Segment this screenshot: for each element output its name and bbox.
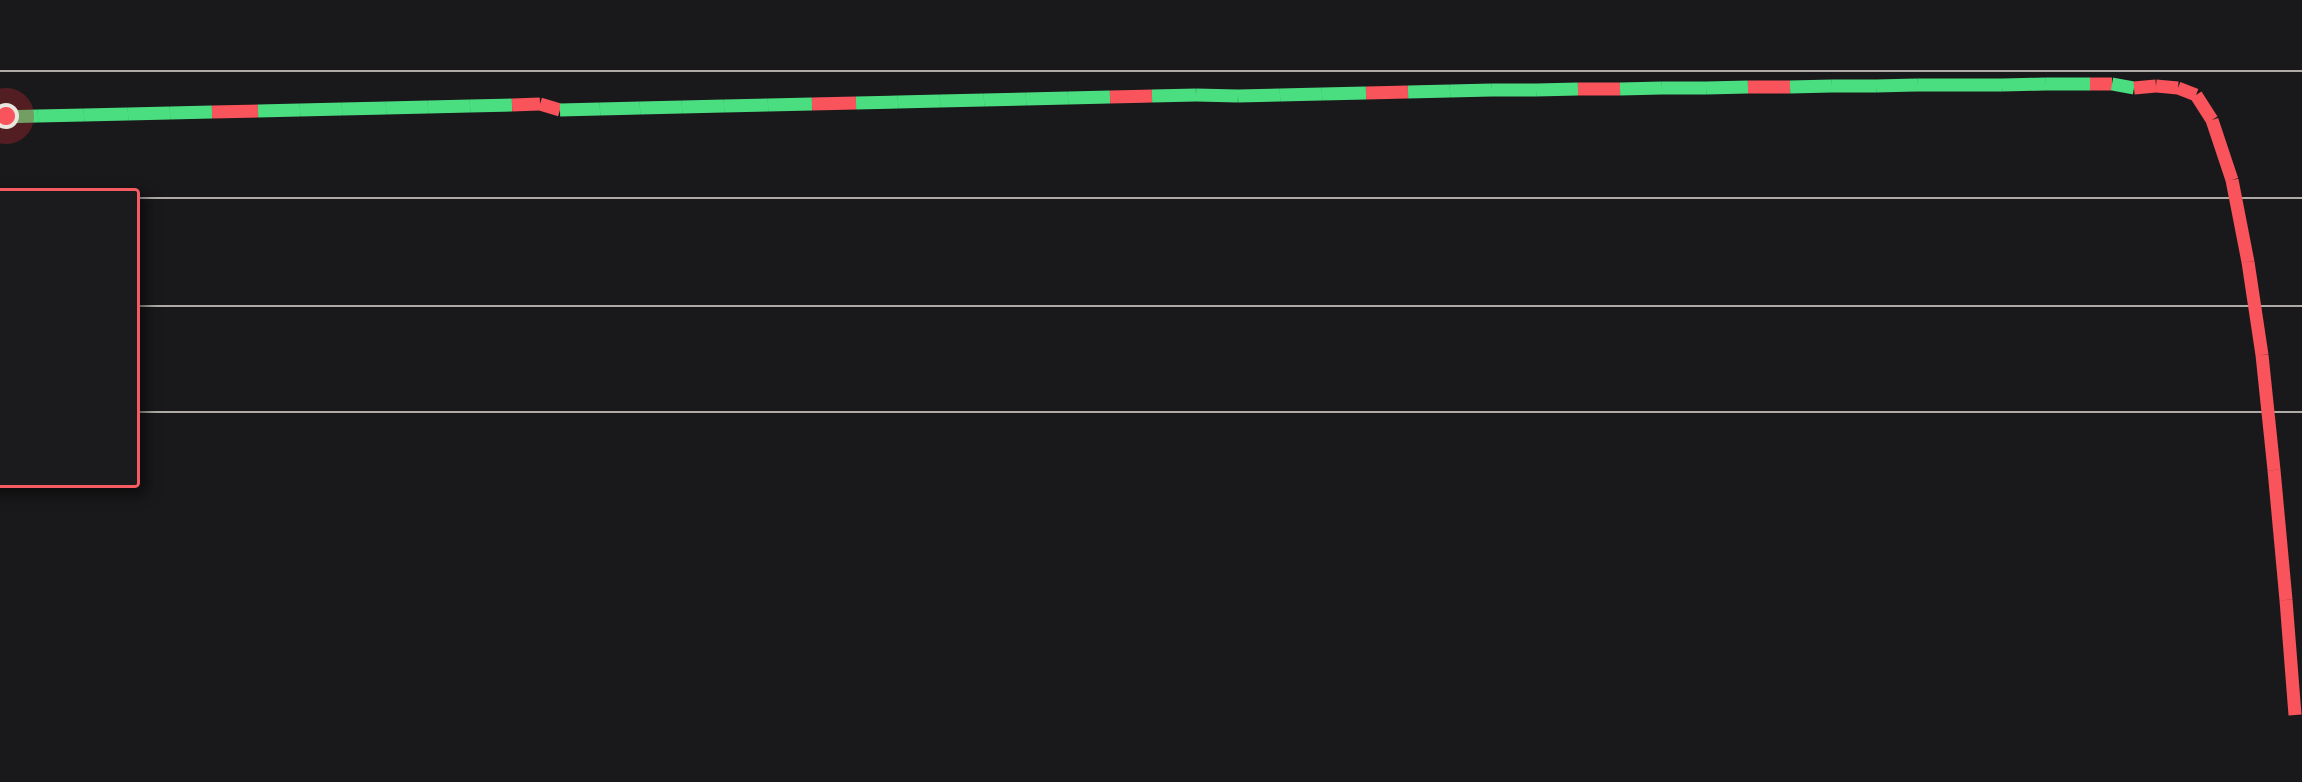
gridline-3 — [0, 305, 2302, 307]
gridline-2 — [0, 197, 2302, 199]
tooltip-subtitle: nutes ago — [0, 261, 137, 292]
tooltip-title: 5387 — [0, 213, 137, 244]
chart-tooltip: 5387 nutes ago - 92033.2 bits — [0, 188, 140, 488]
tooltip-dash: - — [0, 346, 137, 376]
gridline-1 — [0, 70, 2302, 72]
gridline-4 — [0, 411, 2302, 413]
hover-point-ring — [0, 103, 19, 129]
tooltip-value: 92033.2 bits — [0, 416, 137, 447]
